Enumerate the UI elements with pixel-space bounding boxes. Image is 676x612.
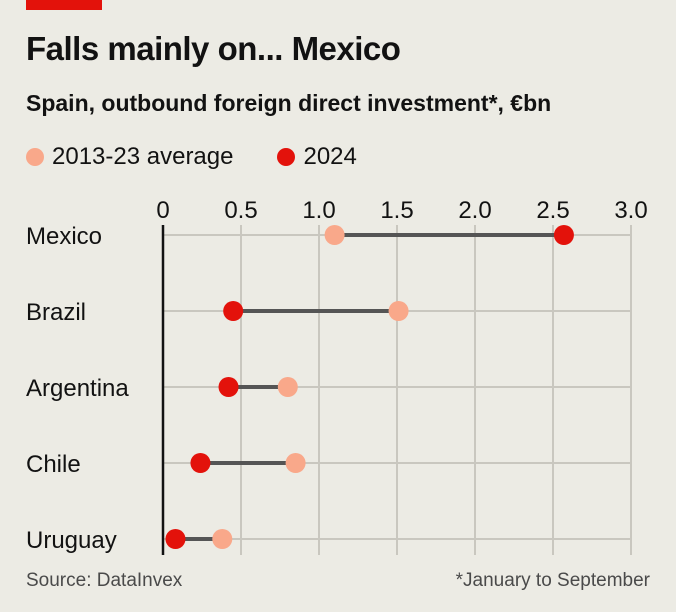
x-tick-label: 0	[156, 197, 169, 224]
legend: 2013-23 average 2024	[26, 142, 401, 172]
x-tick-label: 2.5	[536, 197, 569, 224]
dot-2013-23-average	[212, 529, 233, 549]
x-tick-label: 2.0	[458, 197, 491, 224]
category-label: Uruguay	[26, 527, 117, 554]
dot-2024	[165, 529, 186, 549]
dot-2024	[553, 225, 574, 245]
legend-label-average: 2013-23 average	[52, 143, 234, 170]
dot-range-chart: 0 0.5 1.0 1.5 2.0 2.5 3.0 Mexico Brazil Argentina…	[26, 197, 648, 555]
x-tick-label: 0.5	[224, 197, 257, 224]
dot-2013-23-average	[324, 225, 345, 245]
legend-dot-average	[26, 148, 44, 166]
chart-title: Falls mainly on... Mexico	[26, 30, 401, 67]
category-label: Mexico	[26, 223, 102, 250]
legend-label-2024: 2024	[303, 143, 357, 170]
x-tick-label: 3.0	[614, 197, 647, 224]
legend-item-average: 2013-23 average	[26, 143, 233, 171]
source-note: Source: DataInvex	[26, 570, 183, 591]
dot-2013-23-average	[388, 301, 409, 321]
dot-2024	[190, 453, 211, 473]
x-tick-label: 1.0	[302, 197, 335, 224]
dot-2024	[218, 377, 239, 397]
category-label: Brazil	[26, 299, 86, 326]
category-label: Chile	[26, 451, 81, 478]
legend-item-2024: 2024	[277, 143, 357, 171]
x-tick-label: 1.5	[380, 197, 413, 224]
legend-dot-2024	[277, 148, 296, 166]
dot-2024	[223, 301, 244, 321]
dot-2013-23-average	[277, 377, 298, 397]
category-label: Argentina	[26, 375, 129, 402]
dot-2013-23-average	[285, 453, 306, 473]
brand-tag	[26, 0, 102, 10]
footnote: *January to September	[455, 570, 650, 591]
chart-subtitle: Spain, outbound foreign direct investmen…	[26, 90, 552, 116]
